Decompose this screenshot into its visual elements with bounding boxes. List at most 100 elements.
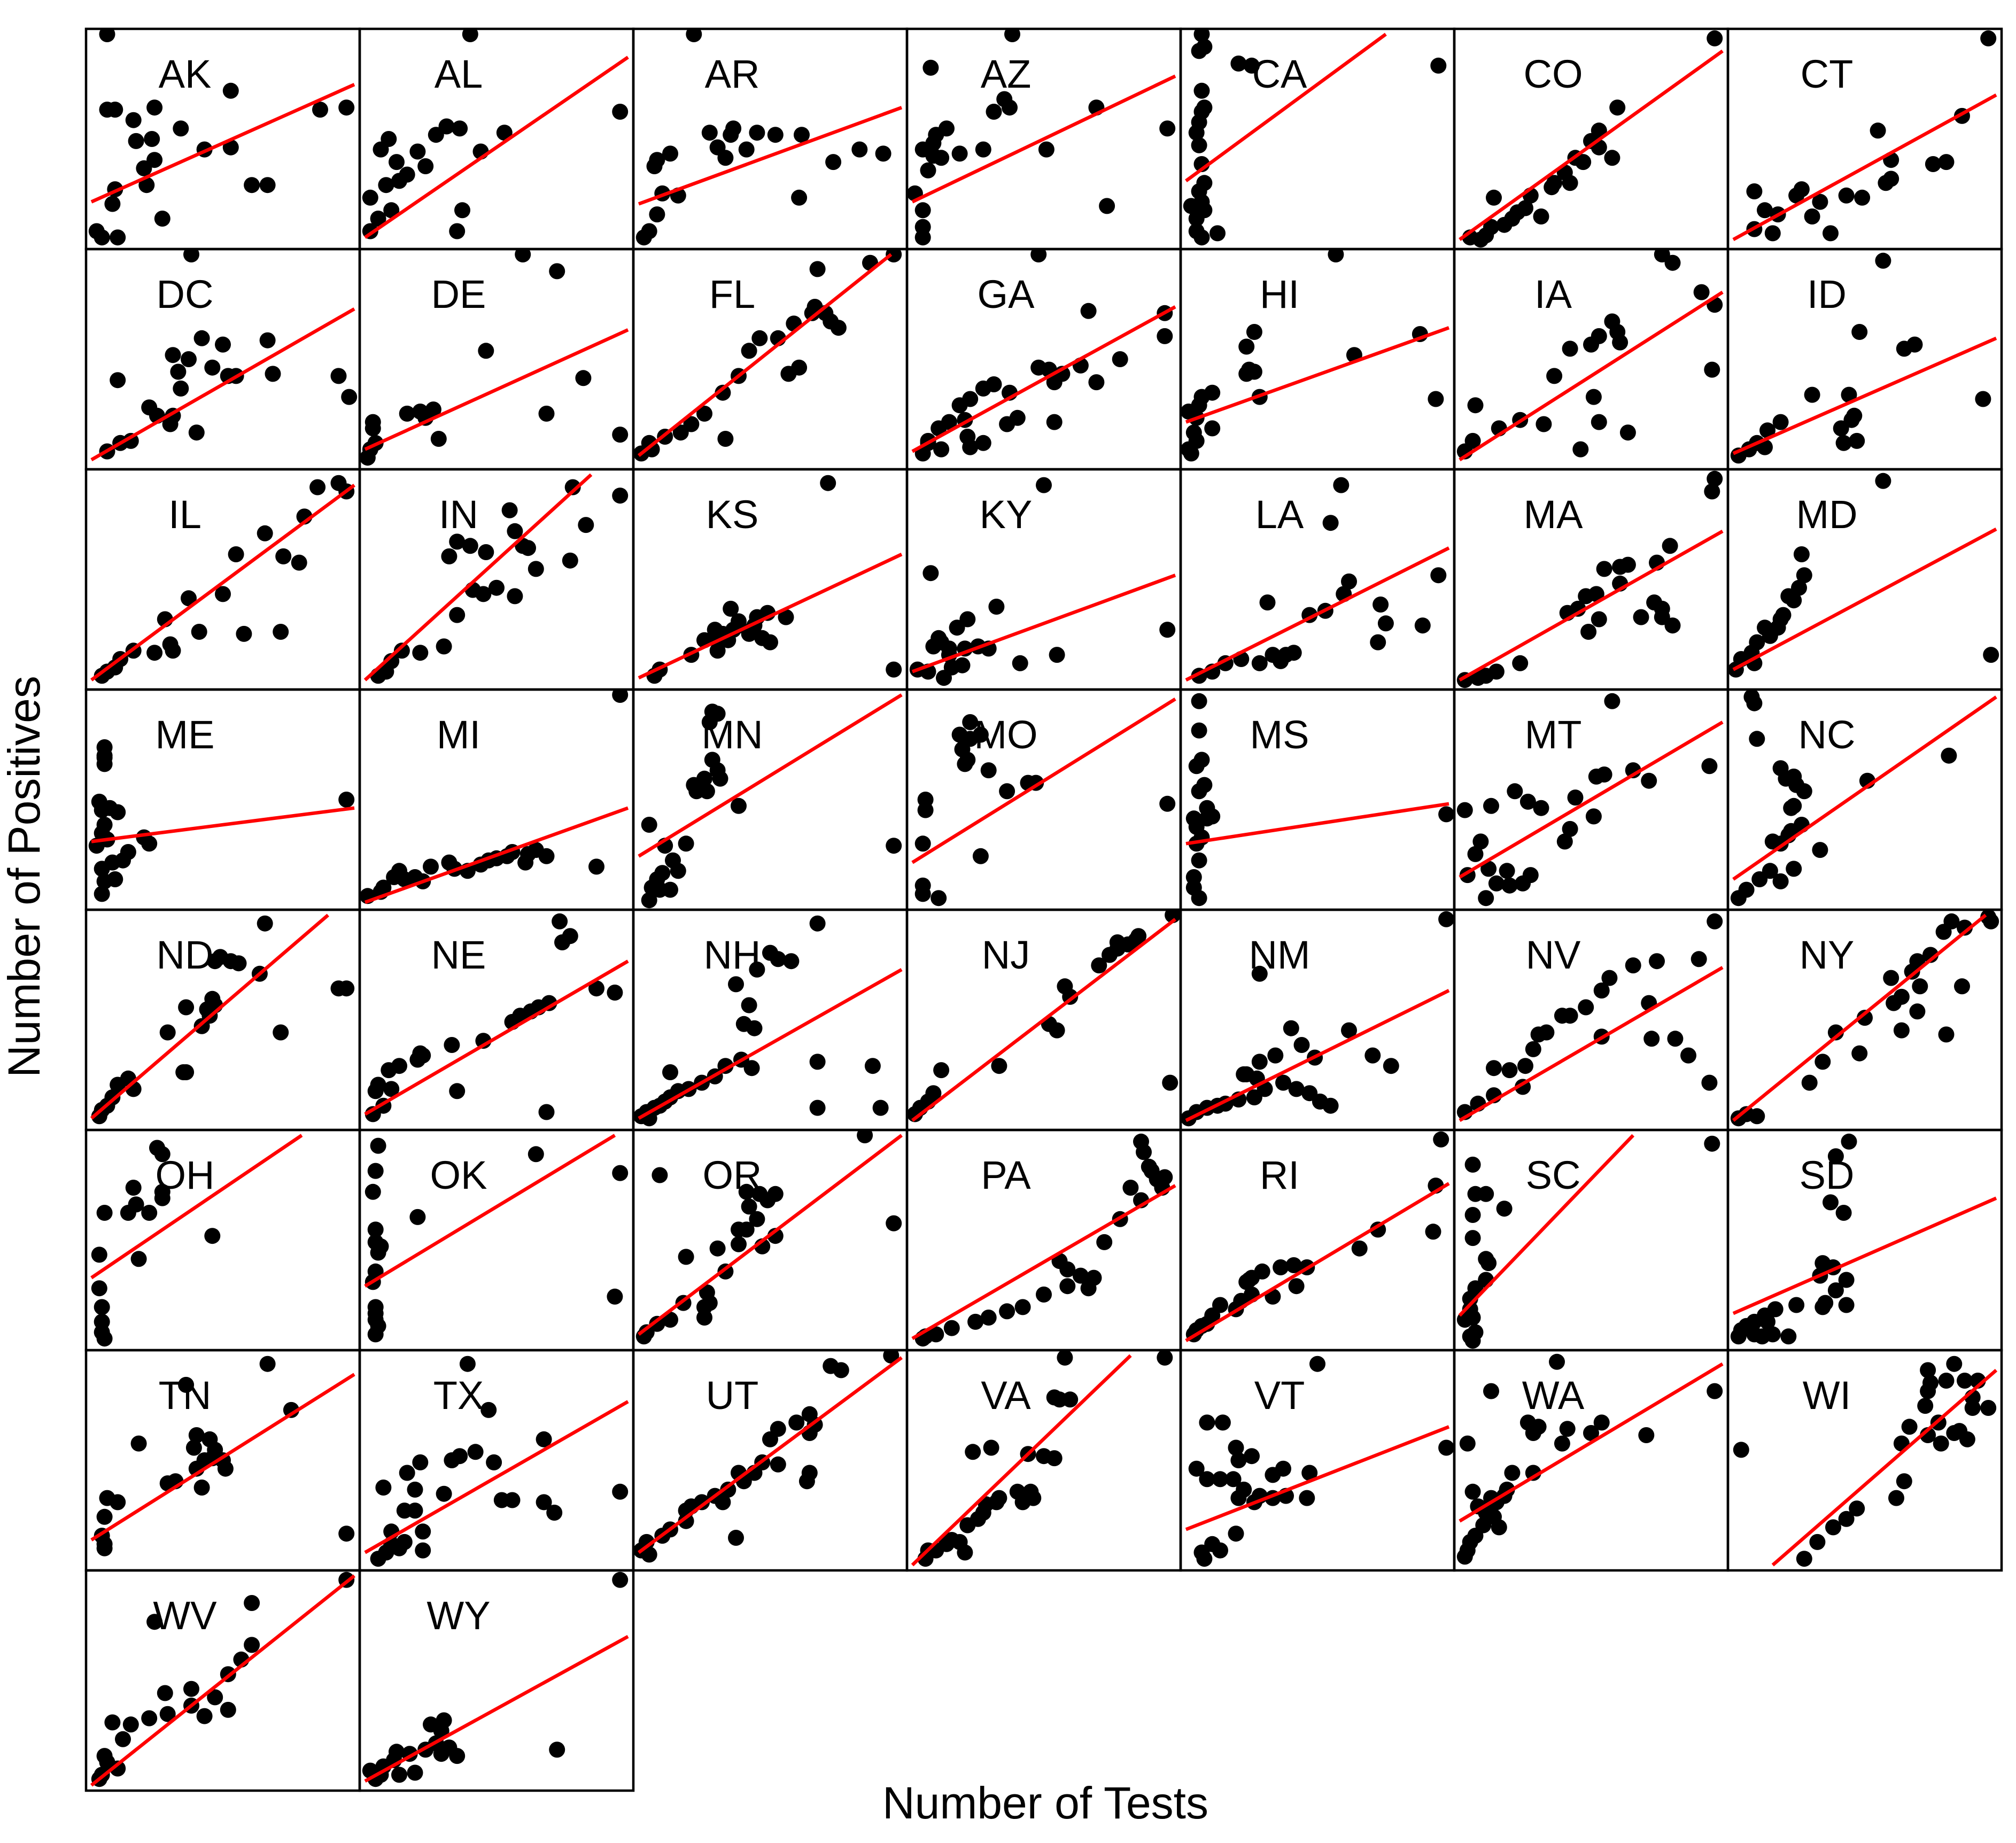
data-point [1746,695,1763,711]
data-point [193,330,210,346]
data-point [275,548,292,564]
data-point [136,160,152,176]
panel-label: NC [1798,713,1856,757]
fit-line [911,918,1176,1122]
fit-line [911,1354,1132,1567]
data-point [975,435,991,451]
data-point [1849,1500,1865,1517]
data-point [1980,1400,1997,1416]
data-point [1038,141,1054,158]
data-point [857,1130,873,1143]
panels-layer: AK AL AR AZ CA CO CT DC DE FL GA HI IA ID IL IN KS KY LA MA… [84,27,2003,1792]
panel-wi: WI [1726,1349,2003,1572]
data-point [257,525,273,541]
fit-line [1732,93,1997,242]
data-point [1191,852,1207,869]
panel-il: IL [84,468,361,691]
data-point [1759,1313,1775,1330]
data-point [1244,1448,1260,1465]
fit-line [638,106,903,206]
data-point [1578,588,1594,605]
data-point [1212,1471,1228,1488]
data-point [1467,397,1484,414]
data-point [538,1104,555,1120]
data-point [728,976,744,993]
panel-label: ID [1807,272,1847,316]
fit-line [1732,528,1997,671]
data-point [1267,1047,1284,1064]
data-point [1580,624,1597,640]
panel-co: CO [1453,27,1730,251]
data-point [917,792,934,808]
data-point [1693,284,1710,300]
data-point [1102,947,1118,963]
data-point [1583,1425,1599,1441]
data-point [312,102,328,118]
data-point [204,359,221,376]
fit-line [90,1574,356,1787]
data-point [1701,758,1718,775]
data-point [178,1376,195,1393]
data-point [183,1681,199,1697]
data-point [1825,1519,1841,1536]
data-point [1464,1207,1481,1223]
panel-label: NV [1526,933,1581,977]
data-point [1265,1467,1281,1483]
data-point [1309,1356,1325,1372]
data-point [1906,336,1923,353]
data-point [1772,414,1789,430]
data-point [110,1760,126,1777]
data-point [1370,634,1386,651]
data-point [178,999,195,1016]
data-point [91,1246,107,1263]
data-point [1575,154,1592,171]
data-point [154,1190,170,1206]
fit-line [911,698,1176,864]
data-point [1244,57,1260,74]
data-point [988,599,1005,615]
data-point [507,588,523,605]
data-point [1099,198,1115,214]
data-point [931,890,947,907]
data-point [362,189,378,206]
data-point [1959,1431,1975,1447]
data-point [967,1313,984,1330]
data-point [162,636,179,653]
data-point [1328,249,1344,262]
panel-sd: SD [1726,1128,2003,1352]
panel-nc: NC [1726,688,2003,911]
data-point [1030,249,1047,262]
data-point [731,797,747,814]
data-point [741,1198,757,1215]
data-point [649,206,665,223]
data-point [407,1764,423,1781]
data-point [188,424,205,441]
data-point [1533,208,1549,224]
data-point [449,607,466,623]
data-point [809,915,826,932]
data-point [701,125,718,141]
data-point [728,1530,744,1546]
fit-line [638,1356,903,1554]
data-point [99,29,115,42]
data-point [1796,1551,1812,1567]
data-point [430,431,447,447]
data-point [341,389,358,405]
data-point [1625,957,1641,974]
data-point [154,1146,170,1163]
data-point [1796,783,1812,800]
data-point [1049,1022,1065,1039]
fit-line [638,1134,903,1336]
data-point [230,955,247,972]
fit-line [1185,802,1449,846]
data-point [709,1240,726,1257]
data-point [257,915,273,932]
panel-nd: ND [84,908,361,1132]
x-axis-title: Number of Tests [882,1778,1208,1828]
data-point [922,59,939,76]
data-point [939,120,955,137]
fit-line [1771,1368,1998,1567]
data-point [391,1767,407,1783]
data-point [1009,409,1026,426]
data-point [925,148,942,164]
